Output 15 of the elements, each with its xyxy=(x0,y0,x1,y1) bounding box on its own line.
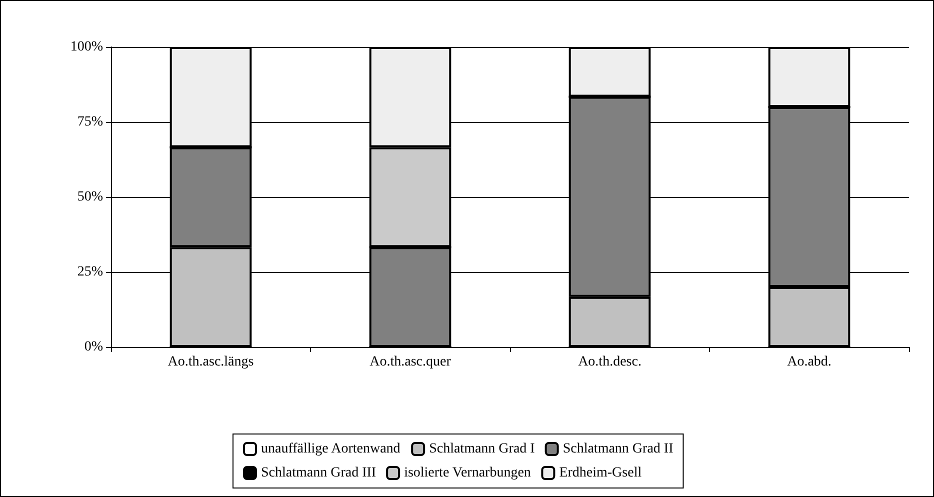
y-tick-label: 75% xyxy=(77,114,104,130)
y-tick-label: 25% xyxy=(77,264,104,280)
y-tick-label: 100% xyxy=(70,40,104,54)
legend-label: Schlatmann Grad II xyxy=(562,442,674,456)
x-tick-label: Ao.th.desc. xyxy=(578,354,642,370)
legend-label: isolierte Vernarbungen xyxy=(404,466,531,480)
x-tick-label: Ao.abd. xyxy=(787,354,832,370)
y-tick-label: 50% xyxy=(77,190,104,204)
x-tick-label: Ao.th.asc.längs xyxy=(168,354,254,370)
x-tick-label: Ao.th.asc.quer xyxy=(370,354,452,370)
legend-label: unauffällige Aortenwand xyxy=(261,442,400,456)
legend-label: Schlatmann Grad III xyxy=(261,466,376,480)
legend-label: Schlatmann Grad I xyxy=(429,442,536,456)
legend-label: Erdheim-Gsell xyxy=(559,466,642,480)
y-tick-label: 0% xyxy=(84,340,104,354)
